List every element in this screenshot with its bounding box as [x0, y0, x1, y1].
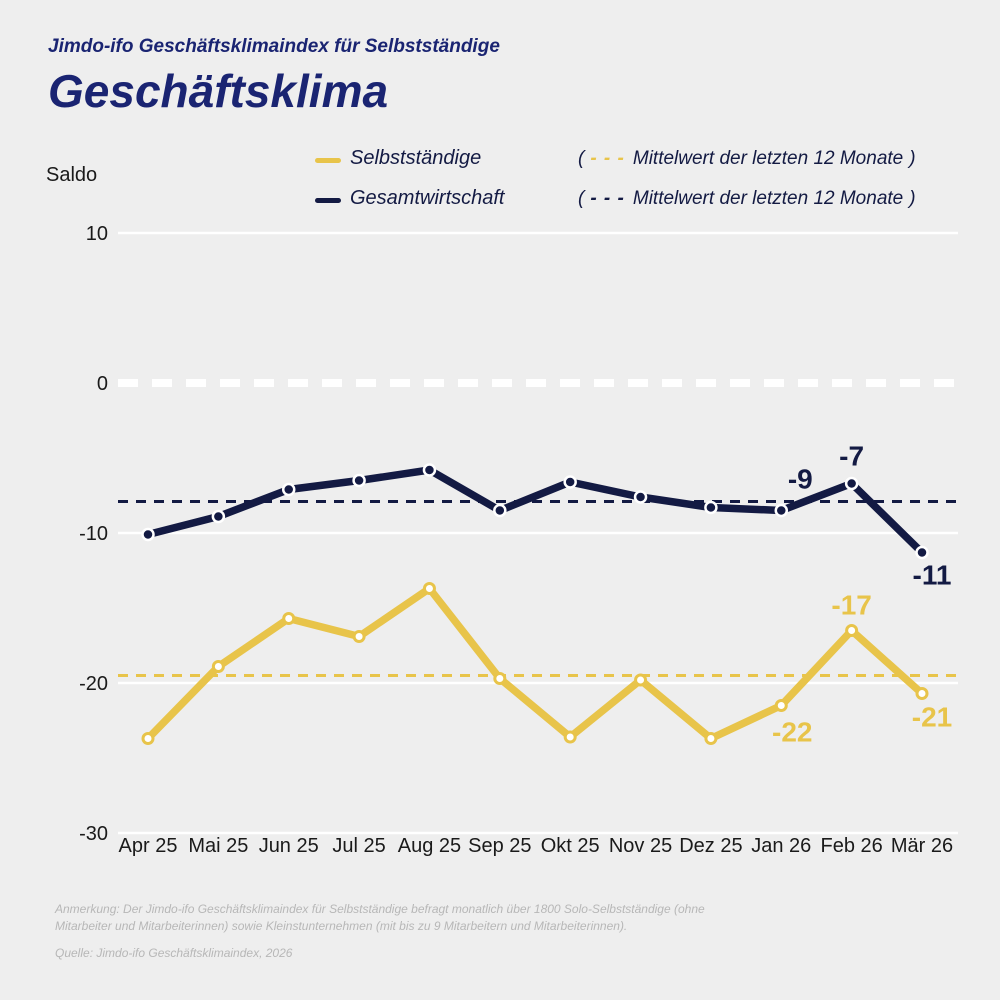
data-point-selbstständige — [704, 732, 718, 745]
x-tick-label: Sep 25 — [468, 835, 531, 857]
data-point-selbstständige — [634, 673, 648, 687]
data-point-selbstständige — [141, 732, 155, 745]
point-value-label: -17 — [831, 590, 871, 621]
point-value-label: -9 — [788, 464, 813, 495]
chart-kicker: Jimdo-ifo Geschäftsklimaindex für Selbst… — [48, 36, 500, 57]
paren-close: ) — [909, 188, 916, 209]
paren-close: ) — [909, 148, 916, 169]
y-tick-label: -30 — [79, 823, 108, 845]
data-point-gesamtwirtschaft — [915, 545, 929, 560]
x-tick-label: Jan 26 — [751, 835, 811, 857]
footnote-annotation: Anmerkung: Der Jimdo-ifo Geschäftsklimai… — [55, 902, 705, 934]
data-point-selbstständige — [352, 630, 366, 643]
data-point-gesamtwirtschaft — [493, 503, 507, 518]
data-point-selbstständige — [563, 730, 577, 744]
legend-mean-note-gesamtwirtschaft: (- - - Mittelwert der letzten 12 Monate) — [578, 188, 916, 210]
y-tick-label: 0 — [97, 373, 108, 395]
data-point-gesamtwirtschaft — [704, 500, 718, 515]
data-point-gesamtwirtschaft — [633, 490, 648, 504]
data-point-gesamtwirtschaft — [141, 527, 155, 542]
point-value-label: -21 — [912, 702, 952, 733]
legend-label-selbststaendige: Selbstständige — [350, 147, 482, 169]
data-point-selbstständige — [774, 699, 788, 712]
x-tick-label: Aug 25 — [398, 835, 461, 857]
y-axis-title: Saldo — [46, 164, 98, 186]
data-point-selbstständige — [845, 624, 859, 637]
x-tick-label: Okt 25 — [541, 835, 600, 857]
paren-open: ( — [578, 188, 585, 209]
legend-label-gesamtwirtschaft: Gesamtwirtschaft — [350, 187, 505, 209]
point-value-label: -22 — [772, 717, 812, 748]
data-point-selbstständige — [493, 672, 507, 685]
data-point-selbstständige — [422, 582, 436, 595]
footnote-source: Quelle: Jimdo-ifo Geschäftsklimaindex, 2… — [55, 946, 293, 960]
legend-swatch-selbststaendige — [315, 158, 341, 163]
point-value-label: -11 — [913, 560, 952, 591]
dashed-line-icon: - - - — [590, 188, 625, 209]
y-tick-label: 10 — [86, 223, 108, 245]
mean-note-text: Mittelwert der letzten 12 Monate — [632, 188, 904, 209]
x-tick-label: Nov 25 — [609, 835, 672, 857]
y-tick-label: -10 — [79, 523, 108, 545]
mean-note-text: Mittelwert der letzten 12 Monate — [632, 148, 904, 169]
page-title: Geschäftsklima — [48, 65, 389, 117]
x-tick-label: Feb 26 — [821, 835, 883, 857]
series-line-selbstständige — [144, 584, 926, 743]
x-tick-label: Dez 25 — [679, 835, 742, 857]
legend-swatch-gesamtwirtschaft — [315, 198, 341, 203]
x-tick-label: Mär 26 — [891, 835, 953, 857]
x-tick-label: Mai 25 — [188, 835, 248, 857]
point-value-label: -7 — [839, 441, 864, 472]
data-point-gesamtwirtschaft — [352, 473, 366, 488]
data-point-selbstständige — [282, 612, 296, 625]
x-tick-label: Apr 25 — [119, 835, 178, 857]
data-point-selbstständige — [211, 660, 225, 673]
data-point-gesamtwirtschaft — [211, 509, 226, 524]
x-tick-label: Jul 25 — [332, 835, 385, 857]
data-point-gesamtwirtschaft — [281, 482, 296, 497]
data-point-gesamtwirtschaft — [774, 503, 789, 518]
series-line-gesamtwirtschaft — [144, 466, 926, 557]
y-tick-label: -20 — [79, 673, 108, 695]
x-tick-label: Jun 25 — [259, 835, 319, 857]
paren-open: ( — [578, 148, 585, 169]
dashed-line-icon: - - - — [590, 148, 625, 169]
data-point-gesamtwirtschaft — [563, 475, 577, 489]
data-point-gesamtwirtschaft — [844, 476, 859, 491]
data-point-selbstständige — [915, 687, 929, 700]
data-point-gesamtwirtschaft — [422, 463, 437, 477]
legend-mean-note-selbststaendige: (- - - Mittelwert der letzten 12 Monate) — [578, 148, 916, 170]
